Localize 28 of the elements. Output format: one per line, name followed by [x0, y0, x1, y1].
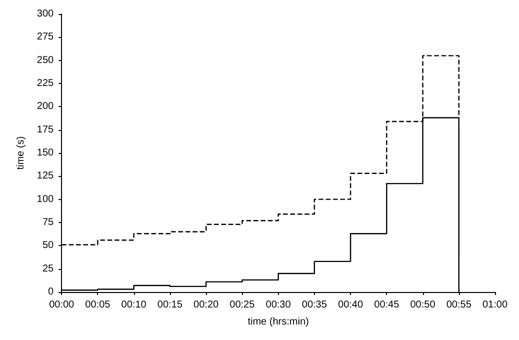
y-tick-label: 0 [48, 286, 54, 298]
x-axis-title: time (hrs:min) [248, 316, 309, 328]
y-tick-label: 175 [36, 124, 54, 136]
x-tick-label: 00:25 [230, 300, 256, 310]
x-tick-label: 00:10 [121, 300, 147, 310]
y-tick-label: 25 [42, 263, 54, 274]
x-tick-label: 00:50 [410, 300, 436, 310]
x-tick-label: 00:30 [266, 300, 292, 310]
x-tick-label: 01:00 [482, 300, 508, 310]
y-axis-title: time (s) [16, 136, 26, 170]
x-tick-label: 00:15 [157, 300, 183, 310]
y-tick-label: 225 [36, 78, 54, 89]
y-tick-label: 50 [42, 240, 54, 252]
y-tick-label: 100 [36, 194, 54, 205]
y-tick-label: 75 [42, 217, 54, 228]
y-tick-label: 275 [36, 32, 54, 43]
x-tick-label: 00:40 [338, 300, 364, 310]
y-tick-label: 300 [36, 8, 54, 20]
x-tick-label: 00:05 [85, 300, 111, 310]
x-tick-label: 00:00 [49, 300, 75, 310]
x-tick-label: 00:55 [446, 300, 472, 310]
x-tick-label: 00:45 [374, 300, 400, 310]
y-tick-label: 150 [36, 148, 54, 158]
y-tick-label: 200 [36, 101, 54, 112]
y-tick-label: 125 [36, 170, 54, 182]
y-tick-label: 250 [36, 54, 54, 66]
x-tick-label: 00:20 [194, 300, 220, 310]
x-tick-label: 00:35 [302, 300, 328, 310]
